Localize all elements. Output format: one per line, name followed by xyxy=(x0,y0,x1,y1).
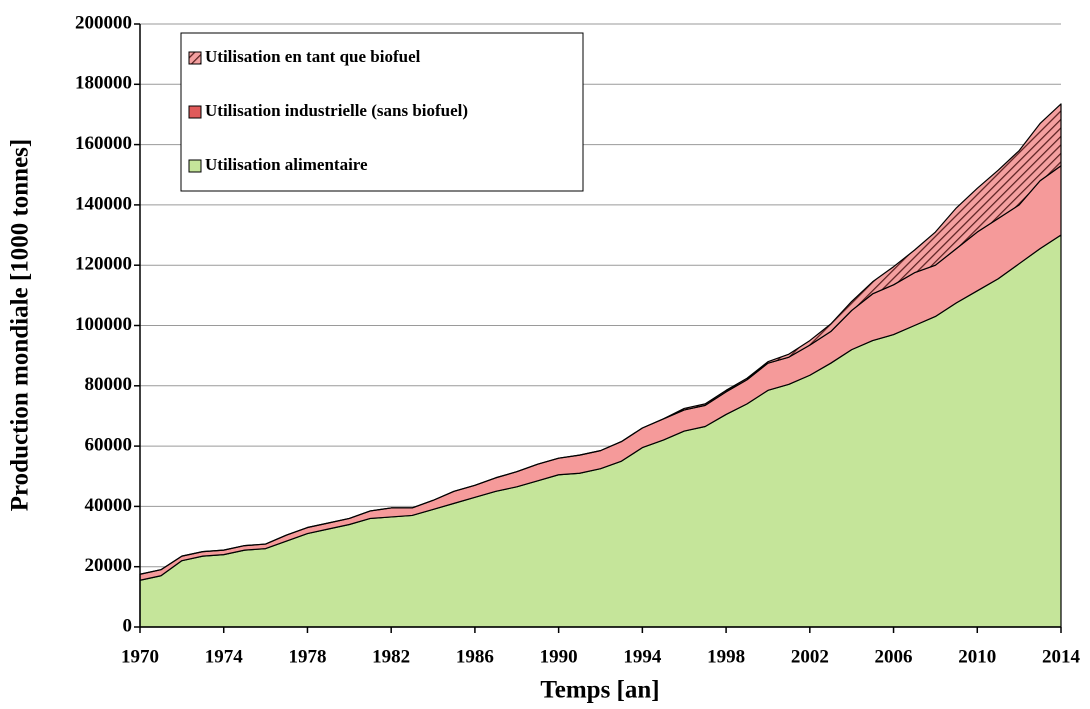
y-tick-label: 0 xyxy=(123,615,133,636)
x-tick-label: 2002 xyxy=(791,646,829,667)
y-tick-label: 140000 xyxy=(75,193,132,214)
legend-swatch xyxy=(188,159,202,173)
x-tick-label: 1998 xyxy=(707,646,745,667)
x-tick-label: 1990 xyxy=(540,646,578,667)
x-tick-label: 1986 xyxy=(456,646,494,667)
y-axis-title: Production mondiale [1000 tonnes] xyxy=(7,139,34,511)
x-tick-label: 1978 xyxy=(288,646,326,667)
y-tick-label: 80000 xyxy=(85,374,133,395)
x-tick-label: 2010 xyxy=(958,646,996,667)
x-tick-label: 1974 xyxy=(205,646,244,667)
y-tick-label: 60000 xyxy=(85,434,133,455)
legend-swatch xyxy=(188,51,202,65)
y-tick-label: 100000 xyxy=(75,314,132,335)
y-tick-label: 40000 xyxy=(85,495,133,516)
legend-label: Utilisation en tant que biofuel xyxy=(205,47,421,66)
x-tick-label: 1994 xyxy=(623,646,662,667)
y-tick-label: 120000 xyxy=(75,254,132,275)
x-axis-title: Temps [an] xyxy=(540,677,659,704)
x-tick-label: 1970 xyxy=(121,646,159,667)
legend-label: Utilisation industrielle (sans biofuel) xyxy=(205,101,468,120)
y-tick-label: 200000 xyxy=(75,12,132,33)
area xyxy=(139,103,1062,575)
x-tick-label: 1982 xyxy=(372,646,410,667)
y-tick-label: 180000 xyxy=(75,73,132,94)
y-tick-label: 160000 xyxy=(75,133,132,154)
y-tick-label: 20000 xyxy=(85,555,133,576)
legend-swatch xyxy=(188,105,202,119)
x-tick-label: 2014 xyxy=(1042,646,1081,667)
legend-label: Utilisation alimentaire xyxy=(205,155,368,174)
legend-box xyxy=(180,32,584,192)
x-tick-label: 2006 xyxy=(875,646,913,667)
